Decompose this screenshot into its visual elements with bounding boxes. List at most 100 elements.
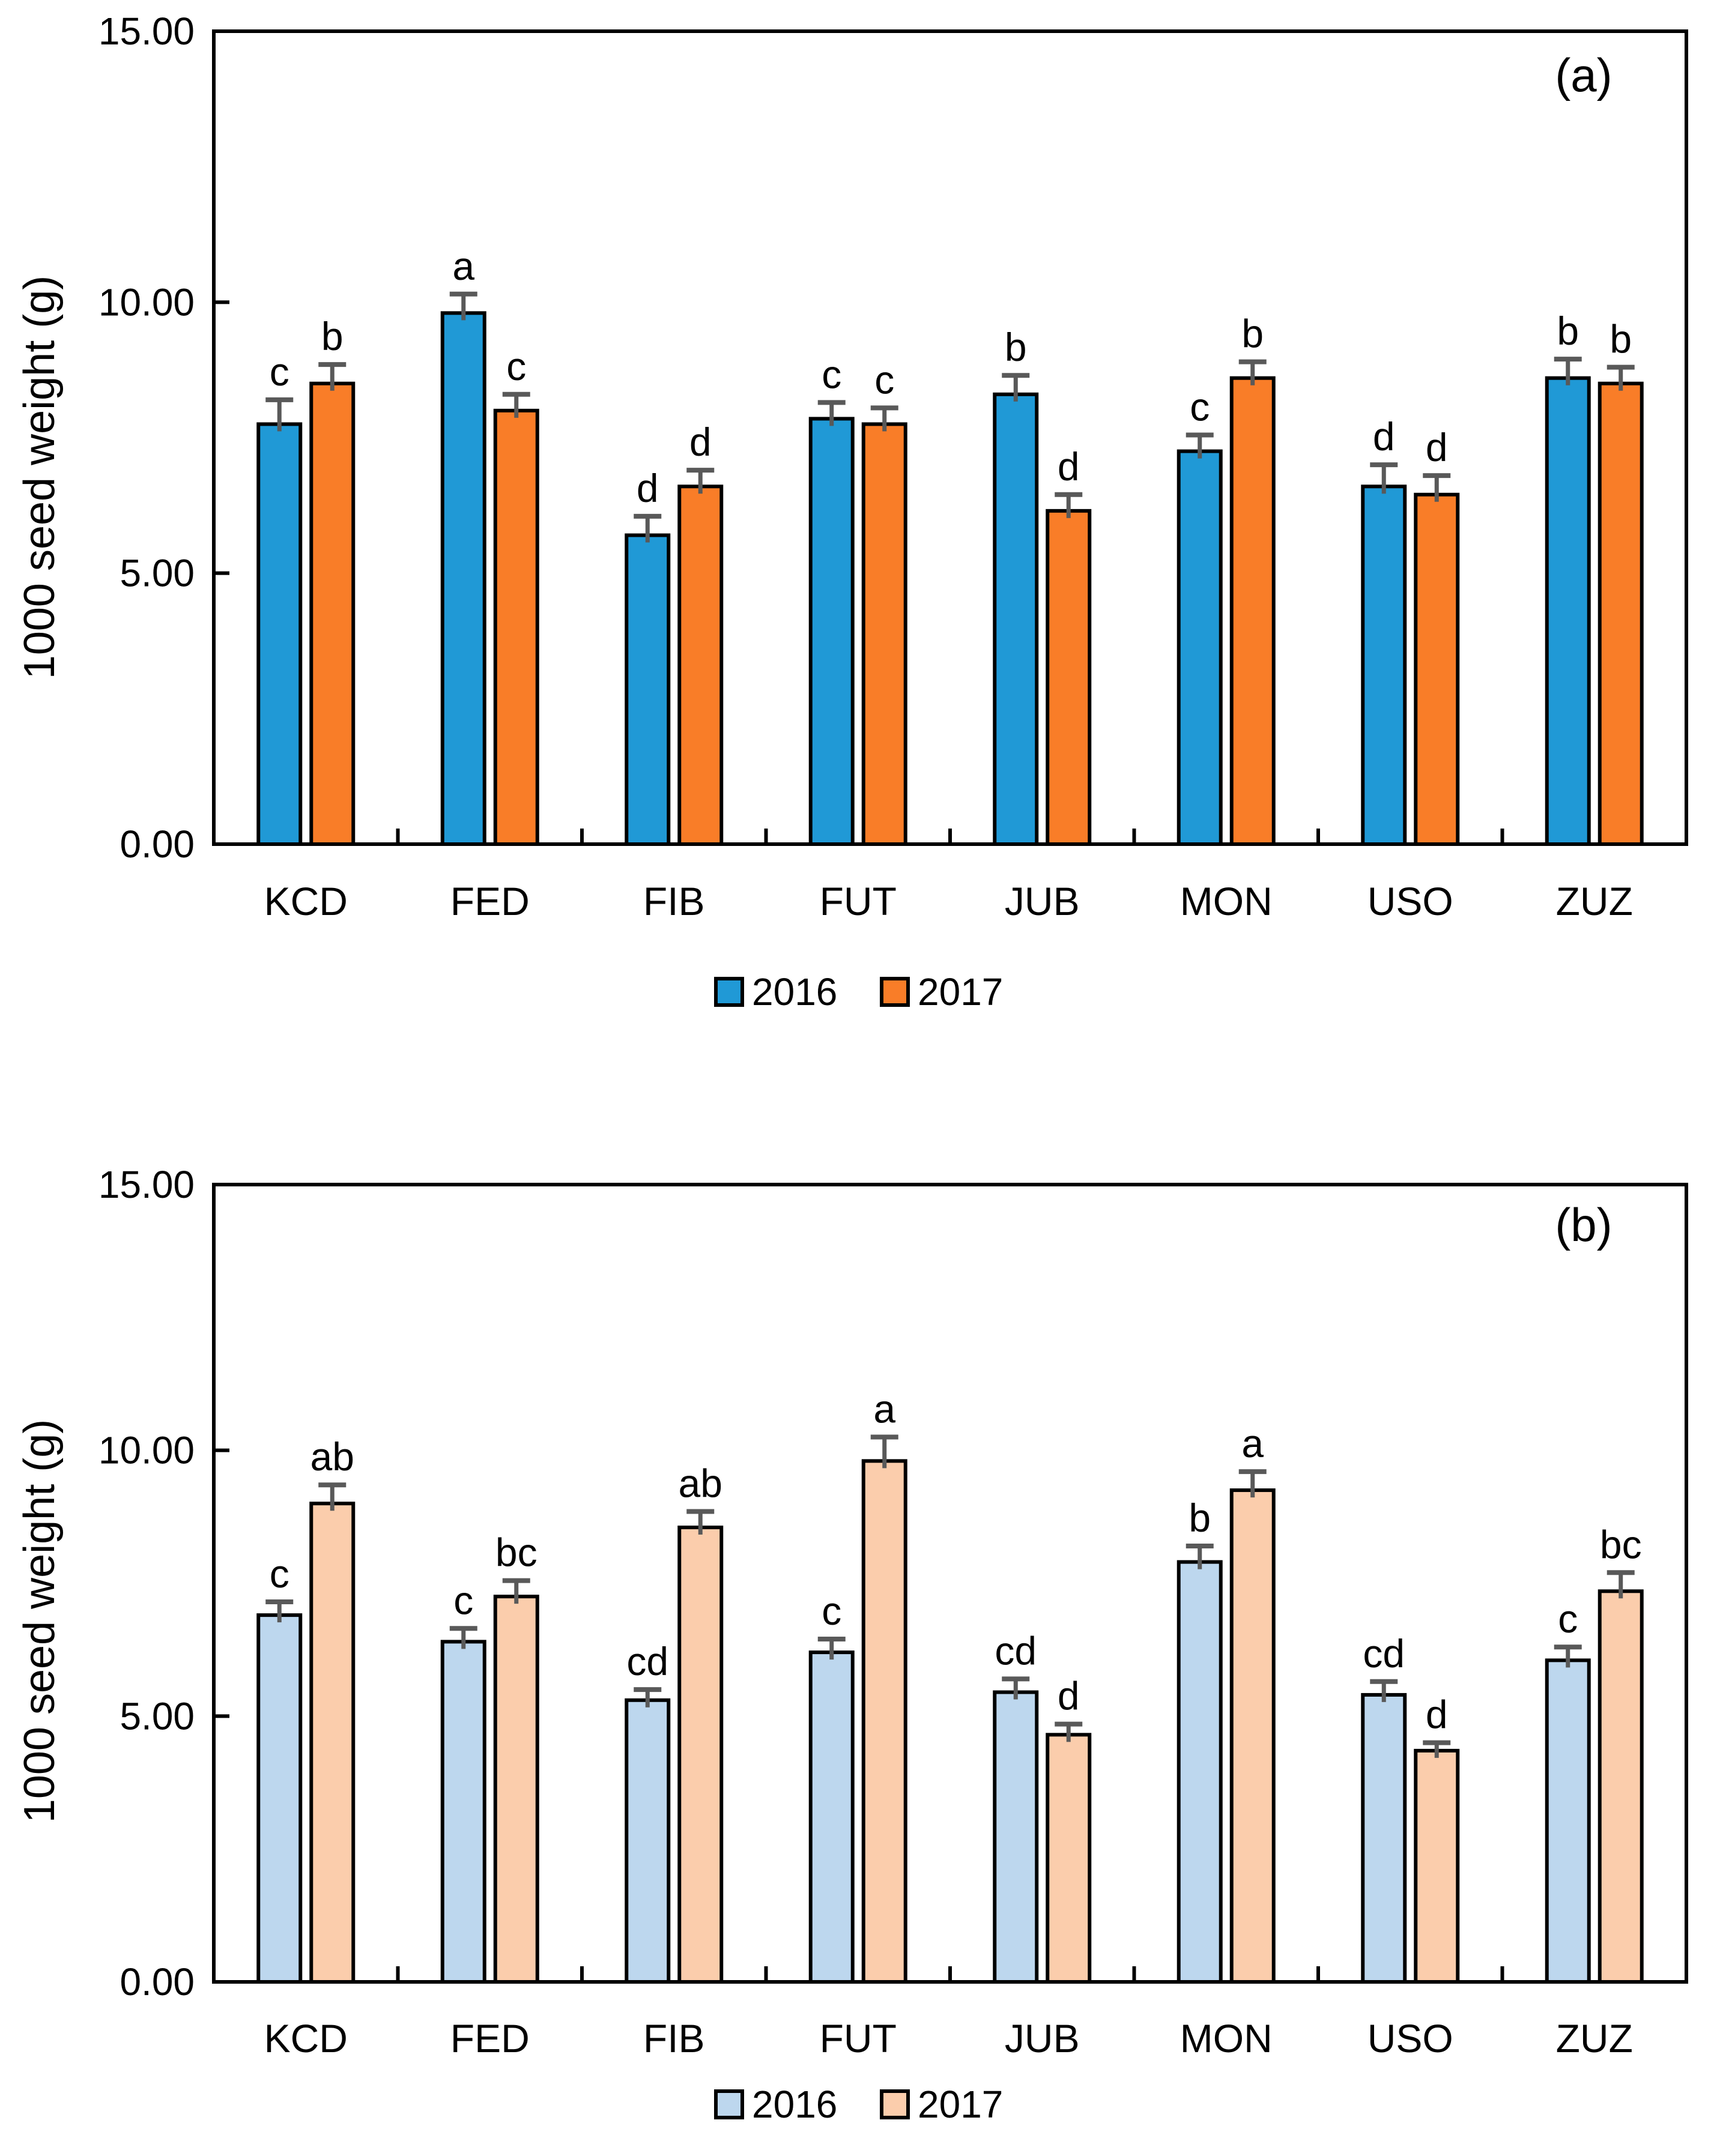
y-tick-label: 5.00 bbox=[120, 552, 195, 595]
x-category-label: KCD bbox=[264, 879, 348, 923]
significance-letter: b bbox=[1241, 312, 1264, 356]
x-category-label: MON bbox=[1180, 879, 1273, 923]
significance-letter: a bbox=[873, 1387, 895, 1431]
legend-label-2016: 2016 bbox=[752, 2083, 837, 2126]
significance-letter: bc bbox=[1600, 1522, 1642, 1566]
x-category-label: FED bbox=[450, 879, 530, 923]
bar-b-ZUZ-2017 bbox=[1597, 1589, 1644, 1984]
bar-a-MON-2017 bbox=[1229, 376, 1276, 846]
significance-letter: b bbox=[1610, 317, 1632, 361]
panel-b: 0.005.0010.0015.00KCDcabFEDcbcFIBcdabFUT… bbox=[16, 1163, 1688, 2126]
significance-letter: a bbox=[452, 244, 474, 288]
significance-letter: d bbox=[689, 420, 712, 464]
legend: 2016 2017 bbox=[714, 970, 1003, 1013]
legend-label-2017: 2017 bbox=[918, 2083, 1003, 2126]
significance-letter: d bbox=[1058, 1674, 1080, 1718]
x-category-label: JUB bbox=[1005, 879, 1080, 923]
significance-letter: b bbox=[1189, 1496, 1211, 1540]
bar-b-FED-2017 bbox=[493, 1595, 539, 1984]
bar-a-FIB-2017 bbox=[677, 485, 724, 846]
y-tick-label: 5.00 bbox=[120, 1694, 195, 1738]
bar-b-FED-2016 bbox=[440, 1640, 486, 1984]
significance-letter: bc bbox=[495, 1530, 538, 1575]
x-category-label: USO bbox=[1367, 2016, 1453, 2061]
legend: 2016 2017 bbox=[714, 2083, 1003, 2126]
significance-letter: a bbox=[1241, 1421, 1264, 1466]
bar-b-ZUZ-2016 bbox=[1545, 1658, 1591, 1984]
bar-a-MON-2016 bbox=[1176, 449, 1223, 846]
bar-a-JUB-2017 bbox=[1046, 509, 1092, 846]
bar-a-USO-2016 bbox=[1361, 485, 1407, 846]
bar-b-FUT-2016 bbox=[808, 1650, 855, 1984]
significance-letter: cd bbox=[995, 1628, 1037, 1673]
bar-a-KCD-2017 bbox=[309, 381, 356, 846]
significance-letter: d bbox=[1058, 444, 1080, 489]
significance-letter: c bbox=[1558, 1596, 1578, 1641]
significance-letter: c bbox=[270, 349, 289, 394]
bar-b-KCD-2016 bbox=[256, 1613, 303, 1984]
y-tick-label: 15.00 bbox=[98, 10, 195, 53]
significance-letter: c bbox=[822, 1589, 841, 1633]
bar-a-FED-2017 bbox=[493, 408, 539, 846]
bar-a-JUB-2016 bbox=[993, 392, 1039, 846]
panel-label: (b) bbox=[1555, 1198, 1612, 1251]
x-category-label: FED bbox=[450, 2016, 530, 2061]
legend-swatch-2017 bbox=[880, 977, 910, 1007]
bar-a-FIB-2016 bbox=[625, 533, 671, 846]
plot-border bbox=[212, 1183, 1688, 1984]
x-category-label: MON bbox=[1180, 2016, 1273, 2061]
significance-letter: ab bbox=[679, 1461, 722, 1505]
plot-border bbox=[212, 29, 1688, 846]
y-tick-label: 15.00 bbox=[98, 1163, 195, 1206]
significance-letter: ab bbox=[310, 1434, 354, 1479]
bar-b-KCD-2017 bbox=[309, 1502, 356, 1984]
x-category-label: FUT bbox=[820, 879, 897, 923]
bar-b-JUB-2017 bbox=[1046, 1733, 1092, 1984]
significance-letter: b bbox=[1005, 325, 1027, 369]
y-tick-label: 10.00 bbox=[98, 280, 195, 324]
y-axis-title: 1000 seed weight (g) bbox=[16, 1419, 64, 1823]
legend-label-2017: 2017 bbox=[918, 970, 1003, 1013]
bar-a-FUT-2017 bbox=[861, 422, 907, 846]
bar-b-USO-2017 bbox=[1414, 1748, 1460, 1984]
legend-swatch-2016 bbox=[714, 977, 744, 1007]
bar-b-FIB-2016 bbox=[625, 1698, 671, 1984]
legend-swatch-2017 bbox=[880, 2089, 910, 2119]
y-tick-label: 10.00 bbox=[98, 1429, 195, 1472]
bar-b-FUT-2017 bbox=[861, 1459, 907, 1984]
x-category-label: USO bbox=[1367, 879, 1453, 923]
bar-b-JUB-2016 bbox=[993, 1690, 1039, 1984]
legend-label-2016: 2016 bbox=[752, 970, 837, 1013]
significance-letter: b bbox=[1557, 309, 1579, 353]
significance-letter: d bbox=[1426, 425, 1448, 470]
significance-letter: c bbox=[1190, 384, 1210, 429]
x-category-label: ZUZ bbox=[1556, 2016, 1633, 2061]
bar-b-MON-2017 bbox=[1229, 1488, 1276, 1984]
significance-letter: d bbox=[1426, 1692, 1448, 1737]
x-category-label: FIB bbox=[643, 879, 705, 923]
x-category-label: FIB bbox=[643, 2016, 705, 2061]
bar-b-FIB-2017 bbox=[677, 1526, 724, 1984]
legend-swatch-2016 bbox=[714, 2089, 744, 2119]
y-axis-title: 1000 seed weight (g) bbox=[16, 276, 64, 679]
bar-a-KCD-2016 bbox=[256, 422, 303, 846]
bar-b-MON-2016 bbox=[1176, 1560, 1223, 1984]
significance-letter: c bbox=[506, 344, 526, 388]
x-category-label: FUT bbox=[820, 2016, 897, 2061]
significance-letter: c bbox=[270, 1551, 289, 1596]
significance-letter: c bbox=[822, 352, 841, 396]
significance-letter: d bbox=[637, 466, 659, 510]
bar-b-USO-2016 bbox=[1361, 1692, 1407, 1984]
y-tick-label: 0.00 bbox=[120, 823, 195, 866]
bar-a-FUT-2016 bbox=[808, 417, 855, 846]
significance-letter: c bbox=[453, 1578, 473, 1622]
bar-a-USO-2017 bbox=[1414, 492, 1460, 846]
significance-letter: d bbox=[1373, 414, 1395, 459]
x-category-label: KCD bbox=[264, 2016, 348, 2061]
significance-letter: b bbox=[321, 314, 344, 358]
bar-a-ZUZ-2016 bbox=[1545, 376, 1591, 846]
y-tick-label: 0.00 bbox=[120, 1960, 195, 2004]
